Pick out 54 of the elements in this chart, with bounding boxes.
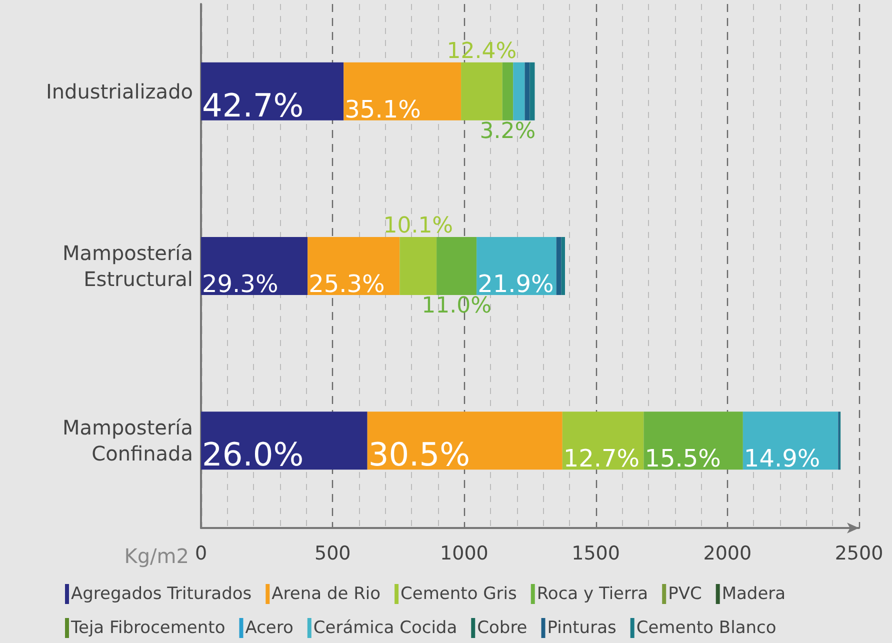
- annotation: 15.5%: [644, 444, 721, 473]
- x-tick-label: 500: [314, 542, 351, 564]
- annotation: 11.0%: [422, 294, 492, 318]
- bar: [562, 412, 644, 470]
- annotation: 42.7%: [202, 86, 304, 124]
- bar: [367, 412, 562, 470]
- bar: [201, 237, 308, 295]
- annotation: 12.4%: [446, 38, 517, 64]
- bar: [308, 237, 400, 295]
- legend-label: Agregados Triturados: [71, 584, 252, 604]
- legend-label: Teja Fibrocemento: [70, 618, 226, 638]
- bar: [344, 62, 462, 120]
- bar: [644, 412, 743, 470]
- annotation: 29.3%: [202, 270, 278, 298]
- bar: [513, 62, 525, 120]
- bar: [556, 237, 562, 295]
- bar: [502, 62, 514, 120]
- annotation: 30.5%: [368, 436, 470, 474]
- legend-label: Cobre: [477, 618, 528, 638]
- x-tick-label: 2500: [834, 542, 884, 564]
- bar: [742, 412, 838, 470]
- bar: [400, 237, 437, 295]
- legend-label: Cemento Blanco: [636, 618, 776, 638]
- legend-label: Cemento Gris: [400, 584, 518, 604]
- legend-label: PVC: [668, 584, 702, 604]
- x-tick-label: 2000: [703, 542, 752, 564]
- x-tick-label: 1500: [572, 542, 620, 564]
- bar: [530, 62, 535, 120]
- x-axis-title: Kg/m2: [124, 544, 189, 568]
- legend-label: Pinturas: [547, 618, 616, 638]
- y-tick-label: Industrializado: [46, 79, 193, 104]
- annotation: 25.3%: [308, 270, 385, 298]
- legend-label: Roca y Tierra: [536, 584, 648, 604]
- bar: [201, 62, 344, 120]
- annotation: 14.9%: [744, 444, 820, 473]
- legend-label: Arena de Rio: [272, 584, 381, 604]
- annotation: 10.1%: [383, 214, 454, 238]
- bar: [561, 237, 566, 295]
- annotation: 3.2%: [480, 118, 536, 144]
- bar: [436, 237, 477, 295]
- annotation: 35.1%: [344, 95, 421, 124]
- bar: [201, 412, 368, 470]
- legend-label: Acero: [245, 618, 294, 638]
- annotation: 26.0%: [202, 436, 304, 474]
- y-tick-label: Mampostería Confinada: [62, 416, 193, 466]
- bar: [476, 237, 556, 295]
- x-tick-label: 1000: [440, 542, 488, 564]
- legend-label: Madera: [722, 584, 786, 604]
- x-tick-label: 0: [194, 542, 208, 564]
- legend-label: Cerámica Cocida: [313, 618, 458, 638]
- y-tick-label: Mampostería Estructural: [62, 241, 193, 291]
- bar: [524, 62, 530, 120]
- bar: [461, 62, 502, 120]
- annotation: 12.7%: [563, 444, 640, 473]
